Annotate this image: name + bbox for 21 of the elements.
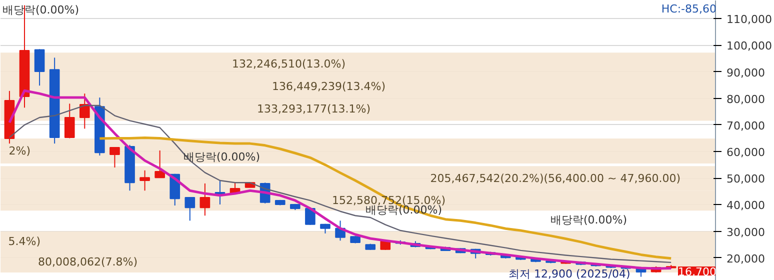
band-label: 132,246,510(13.0%) [232, 58, 346, 71]
y-tick-label: 40,000 [726, 199, 765, 212]
annotation: 최저 12,900 (2025/04) [508, 268, 630, 280]
band-label: 133,293,177(13.1%) [256, 102, 371, 116]
y-tick-label: 20,000 [726, 252, 765, 266]
band-label: 5.4%) [8, 234, 41, 248]
band-label: 205,467,542(20.2%)(56,400.00 ~ 47,960.00) [430, 172, 681, 185]
y-tick-label: 70,000 [726, 119, 765, 132]
y-tick-label: 110,000 [726, 13, 772, 26]
annotation: HC:-85,60 [661, 2, 717, 16]
band-label: 2%) [8, 144, 31, 158]
y-tick-label: 60,000 [726, 146, 765, 160]
y-tick-label: 100,000 [726, 40, 772, 53]
band-label: 80,008,062(7.8%) [38, 256, 138, 269]
y-tick-label: 50,000 [726, 172, 765, 186]
annotation: 배당락(0.00%) [550, 214, 628, 226]
y-tick-label: 80,000 [726, 92, 765, 106]
y-tick-label: 90,000 [726, 66, 765, 80]
y-tick-label: 30,000 [726, 226, 765, 239]
annotation: 16,700 [678, 266, 717, 278]
band-label: 136,449,239(13.4%) [272, 80, 386, 94]
